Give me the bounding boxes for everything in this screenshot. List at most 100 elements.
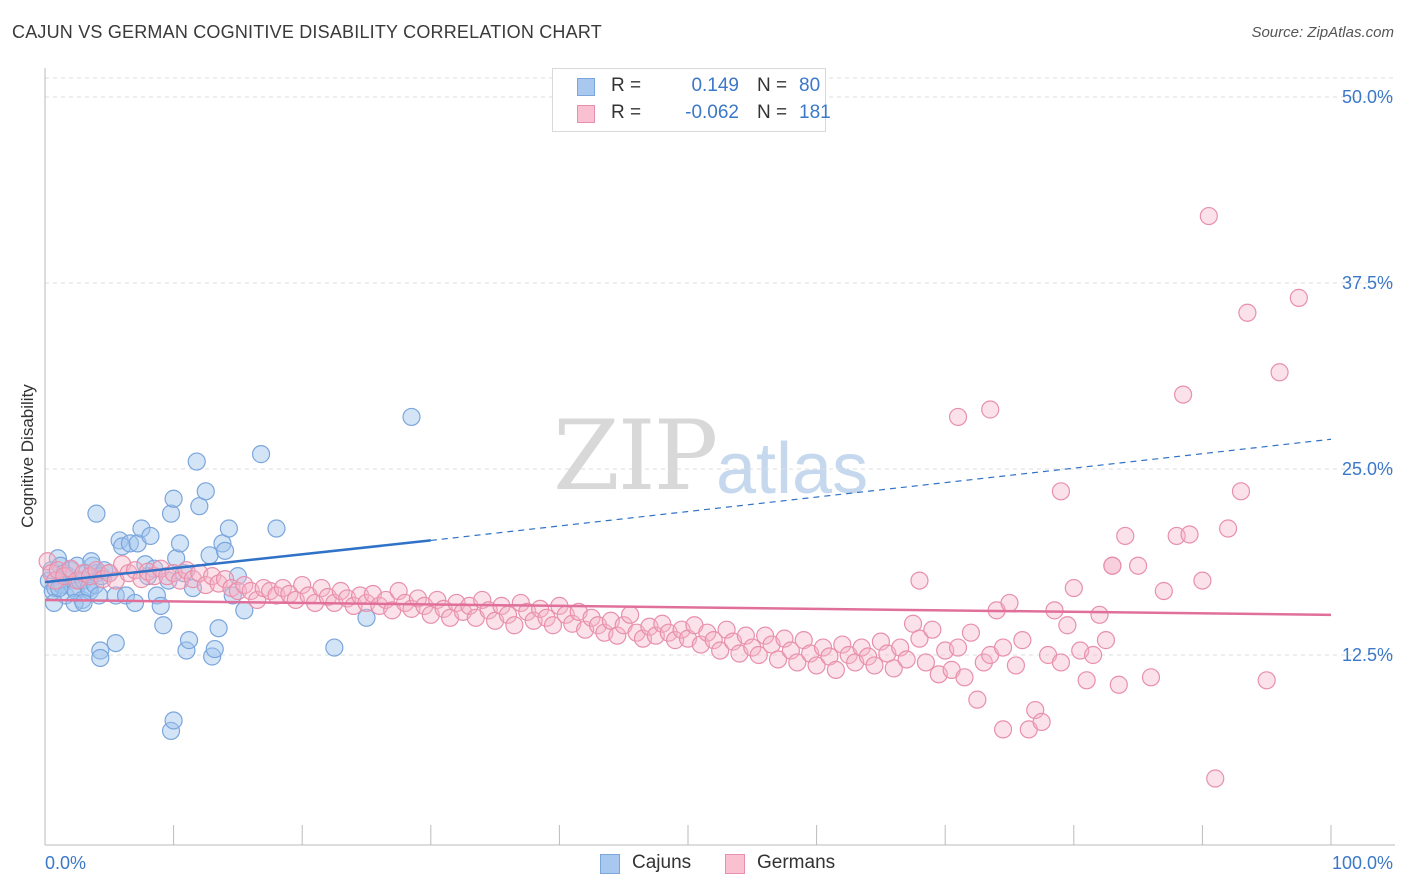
cajun-point (151, 596, 170, 615)
cajun-point (205, 639, 224, 659)
german-point (1257, 671, 1276, 690)
german-point (711, 641, 730, 660)
german-point (948, 638, 968, 657)
german-point (749, 645, 768, 665)
german-point (897, 650, 916, 669)
cajun-point (106, 633, 125, 653)
german-point (582, 608, 601, 627)
german-point (1238, 303, 1257, 322)
german-point (215, 570, 235, 589)
german-point (1289, 288, 1308, 307)
german-point (1219, 519, 1238, 538)
legend-swatch-germans (577, 105, 595, 123)
german-point (653, 614, 672, 633)
cajun-point (251, 445, 271, 464)
cajun-point (402, 407, 421, 427)
german-point (1180, 525, 1199, 544)
german-point (1199, 206, 1218, 226)
x-tick-label: 100.0% (1332, 853, 1393, 873)
cajun-point (325, 638, 344, 657)
cajun-point (215, 541, 235, 560)
german-point (1096, 631, 1116, 650)
cajun-point (147, 586, 166, 605)
german-point (1013, 631, 1032, 650)
german-point (511, 593, 530, 613)
y-tick-label: 50.0% (1342, 87, 1393, 107)
german-point (621, 605, 640, 624)
german-point (916, 653, 936, 672)
cajun-point (164, 489, 183, 508)
german-point (807, 656, 826, 675)
german-point (1141, 668, 1161, 687)
y-tick-label: 25.0% (1342, 459, 1393, 479)
german-point (1206, 769, 1225, 788)
german-point (768, 650, 788, 669)
legend-r-label: R = (611, 102, 642, 123)
german-point (1193, 571, 1212, 590)
german-point (1032, 712, 1051, 732)
german-point (38, 552, 57, 571)
german-point (858, 647, 878, 666)
cajun-point (177, 641, 196, 660)
german-point (993, 720, 1013, 739)
legend-n-value: 80 (799, 75, 821, 96)
german-point (312, 578, 331, 598)
cajun-trend-line (44, 539, 431, 584)
german-point (1109, 675, 1128, 694)
y-axis-label: Cognitive Disability (18, 384, 37, 528)
cajun-point (91, 641, 110, 660)
german-point (1083, 645, 1103, 665)
german-point (505, 616, 524, 635)
grid-layer (45, 77, 1395, 656)
german-point (1231, 482, 1251, 501)
cajun-point (164, 711, 183, 730)
german-point (948, 407, 968, 427)
german-point (704, 631, 723, 650)
german-point (865, 656, 884, 675)
german-point (1174, 385, 1193, 404)
german-point (543, 616, 563, 635)
german-point (813, 638, 833, 657)
cajun-point (170, 534, 190, 553)
cajun-point (203, 647, 222, 666)
german-point (698, 623, 717, 642)
german-point (974, 653, 993, 672)
german-point (833, 635, 852, 654)
cajun-point (161, 504, 181, 523)
bottom-legend-swatch-cajuns (600, 854, 620, 874)
german-point (993, 638, 1013, 657)
german-point (910, 571, 929, 590)
german-point (923, 620, 942, 639)
german-point (608, 626, 627, 645)
german-point (961, 623, 981, 642)
bottom-legend-swatch-germans (725, 854, 745, 874)
cajun-point (219, 519, 238, 538)
german-point (1051, 482, 1071, 501)
german-point (537, 608, 556, 627)
german-point (1090, 605, 1109, 624)
cajun-point (120, 534, 139, 553)
stats-legend: R = 0.149 N = 80 R = -0.062 N = 181 (552, 68, 831, 132)
cajun-point (87, 504, 106, 523)
german-point (1077, 671, 1096, 690)
german-point (1064, 578, 1083, 598)
german-point (1058, 616, 1077, 635)
german-point (331, 581, 350, 601)
german-point (1000, 593, 1019, 613)
german-point (1270, 363, 1289, 382)
german-point (408, 589, 428, 608)
german-point (1128, 556, 1148, 575)
german-points (38, 206, 1308, 788)
german-point (293, 575, 312, 595)
cajun-point (91, 648, 110, 668)
german-point (756, 626, 775, 645)
legend-r-label: R = (611, 75, 642, 96)
german-point (852, 638, 871, 657)
german-point (955, 668, 974, 687)
legend-r-value: -0.062 (685, 102, 739, 123)
legend-r-value: 0.149 (691, 75, 739, 96)
cajun-point (74, 593, 93, 613)
cajun-point (125, 593, 145, 613)
german-point (1116, 526, 1135, 546)
